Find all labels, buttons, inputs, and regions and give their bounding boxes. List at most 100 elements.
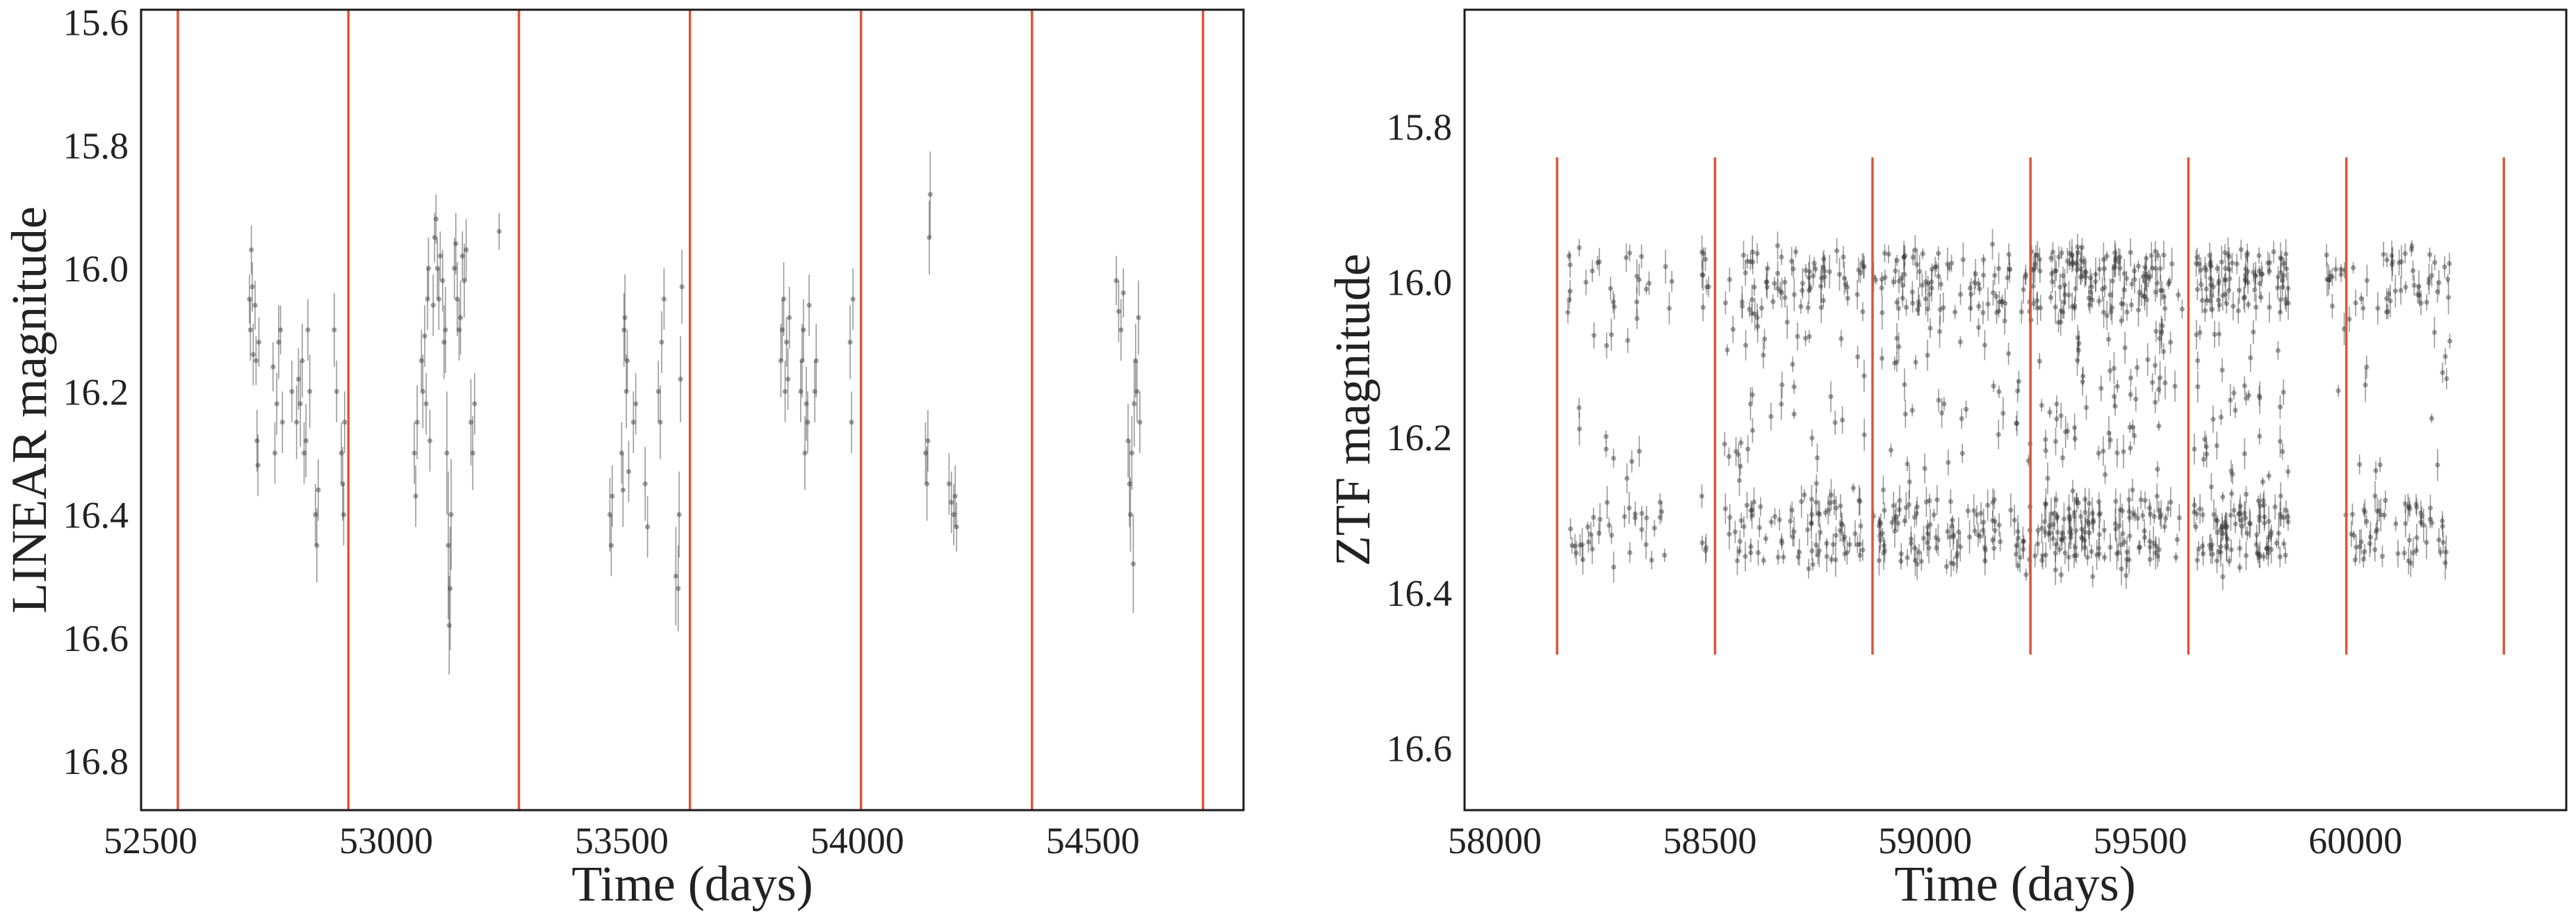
right-data-point [2039, 402, 2044, 409]
left-data-point [425, 296, 430, 302]
left-data-point [642, 481, 648, 486]
right-data-point [1860, 309, 1866, 315]
right-data-point [2054, 416, 2060, 422]
right-data-point [2194, 254, 2200, 261]
right-data-point [2219, 259, 2224, 265]
left-y-axis-label: LINEAR magnitude [1, 206, 57, 614]
right-data-point [2096, 450, 2101, 456]
right-data-point [1608, 532, 1615, 538]
right-data-point [2057, 547, 2062, 552]
right-data-point [2158, 266, 2163, 272]
right-data-point [1761, 352, 1766, 358]
right-data-point [1590, 515, 1597, 520]
right-data-point [2381, 512, 2387, 518]
right-data-point [2162, 524, 2167, 529]
right-data-point [1737, 538, 1743, 544]
right-data-point [2202, 308, 2208, 313]
left-data-point [805, 420, 810, 425]
right-data-point [1905, 461, 1910, 467]
right-data-point [1657, 500, 1663, 505]
right-data-point [2327, 273, 2333, 279]
right-data-point [1932, 264, 1938, 270]
right-data-point [2212, 331, 2217, 337]
right-data-point [2435, 289, 2440, 295]
right-data-point [2231, 390, 2237, 396]
left-data-point [949, 500, 954, 505]
right-data-point [2079, 245, 2085, 250]
right-data-point [1821, 256, 1827, 262]
right-data-point [1834, 248, 1840, 254]
left-data-point [332, 327, 337, 333]
right-data-point [2226, 288, 2232, 293]
right-data-point [2427, 505, 2434, 511]
right-data-point [1893, 268, 1898, 274]
right-data-point [1813, 266, 1818, 272]
right-data-point [1829, 557, 1834, 562]
right-data-point [2055, 529, 2060, 535]
right-data-point [2220, 293, 2226, 299]
right-data-point [1841, 275, 1847, 281]
right-data-point [1917, 269, 1923, 274]
right-data-point [2121, 271, 2127, 277]
right-data-point [1982, 558, 1988, 563]
right-data-point [2421, 522, 2427, 528]
right-data-point [2195, 358, 2201, 363]
right-data-point [2349, 532, 2354, 537]
right-data-point [1750, 392, 1755, 397]
right-data-point [2367, 541, 2372, 546]
right-data-point [1937, 329, 1943, 334]
right-data-point [1903, 304, 1909, 310]
right-data-point [1733, 449, 1739, 454]
right-data-point [2113, 526, 2119, 532]
right-data-point [1782, 295, 1788, 300]
left-data-point [444, 450, 450, 456]
right-data-point [2277, 438, 2283, 444]
right-data-point [2148, 511, 2153, 517]
right-data-point [1896, 507, 1902, 513]
right-data-point [2243, 491, 2249, 497]
right-data-point [1781, 554, 1786, 560]
right-data-point [1891, 279, 1896, 285]
left-data-point [952, 493, 958, 499]
right-data-point [1700, 304, 1706, 311]
right-data-point [1828, 492, 1834, 497]
right-data-point [1996, 389, 2002, 395]
right-data-point [1649, 557, 1654, 563]
left-data-point [678, 377, 683, 382]
right-data-point [2110, 278, 2115, 284]
right-data-point [1923, 296, 1928, 302]
right-data-point [1877, 537, 1883, 543]
right-data-point [1763, 536, 1769, 541]
right-data-point [2032, 553, 2038, 559]
right-data-point [1968, 306, 1973, 311]
right-data-point [1800, 288, 1805, 293]
right-data-point [2377, 508, 2382, 513]
right-data-point [1574, 550, 1579, 556]
right-data-point [1998, 538, 2003, 545]
right-data-point [2411, 550, 2416, 556]
right-data-point [1919, 282, 1925, 288]
right-data-point [2072, 436, 2078, 441]
right-data-point [2124, 309, 2130, 315]
right-data-point [1920, 251, 1925, 256]
right-data-point [2142, 528, 2147, 534]
right-data-point [2119, 301, 2124, 306]
right-data-point [2208, 484, 2214, 490]
right-data-point [2381, 252, 2386, 257]
right-data-point [2233, 407, 2238, 413]
right-data-point [2384, 296, 2390, 302]
right-data-point [1906, 502, 1911, 507]
right-data-point [2069, 304, 2075, 309]
right-data-point [2133, 396, 2139, 402]
right-data-point [2445, 295, 2452, 300]
right-data-point [2113, 254, 2119, 260]
right-x-tick-label: 59000 [1878, 820, 1972, 862]
left-data-point [446, 623, 452, 628]
left-data-point [459, 253, 465, 259]
right-data-point [2051, 522, 2056, 527]
right-data-point [2053, 567, 2058, 573]
right-data-point [1929, 286, 1934, 291]
right-data-point [1738, 518, 1744, 523]
right-data-point [2066, 554, 2071, 560]
right-data-point [1768, 519, 1774, 525]
